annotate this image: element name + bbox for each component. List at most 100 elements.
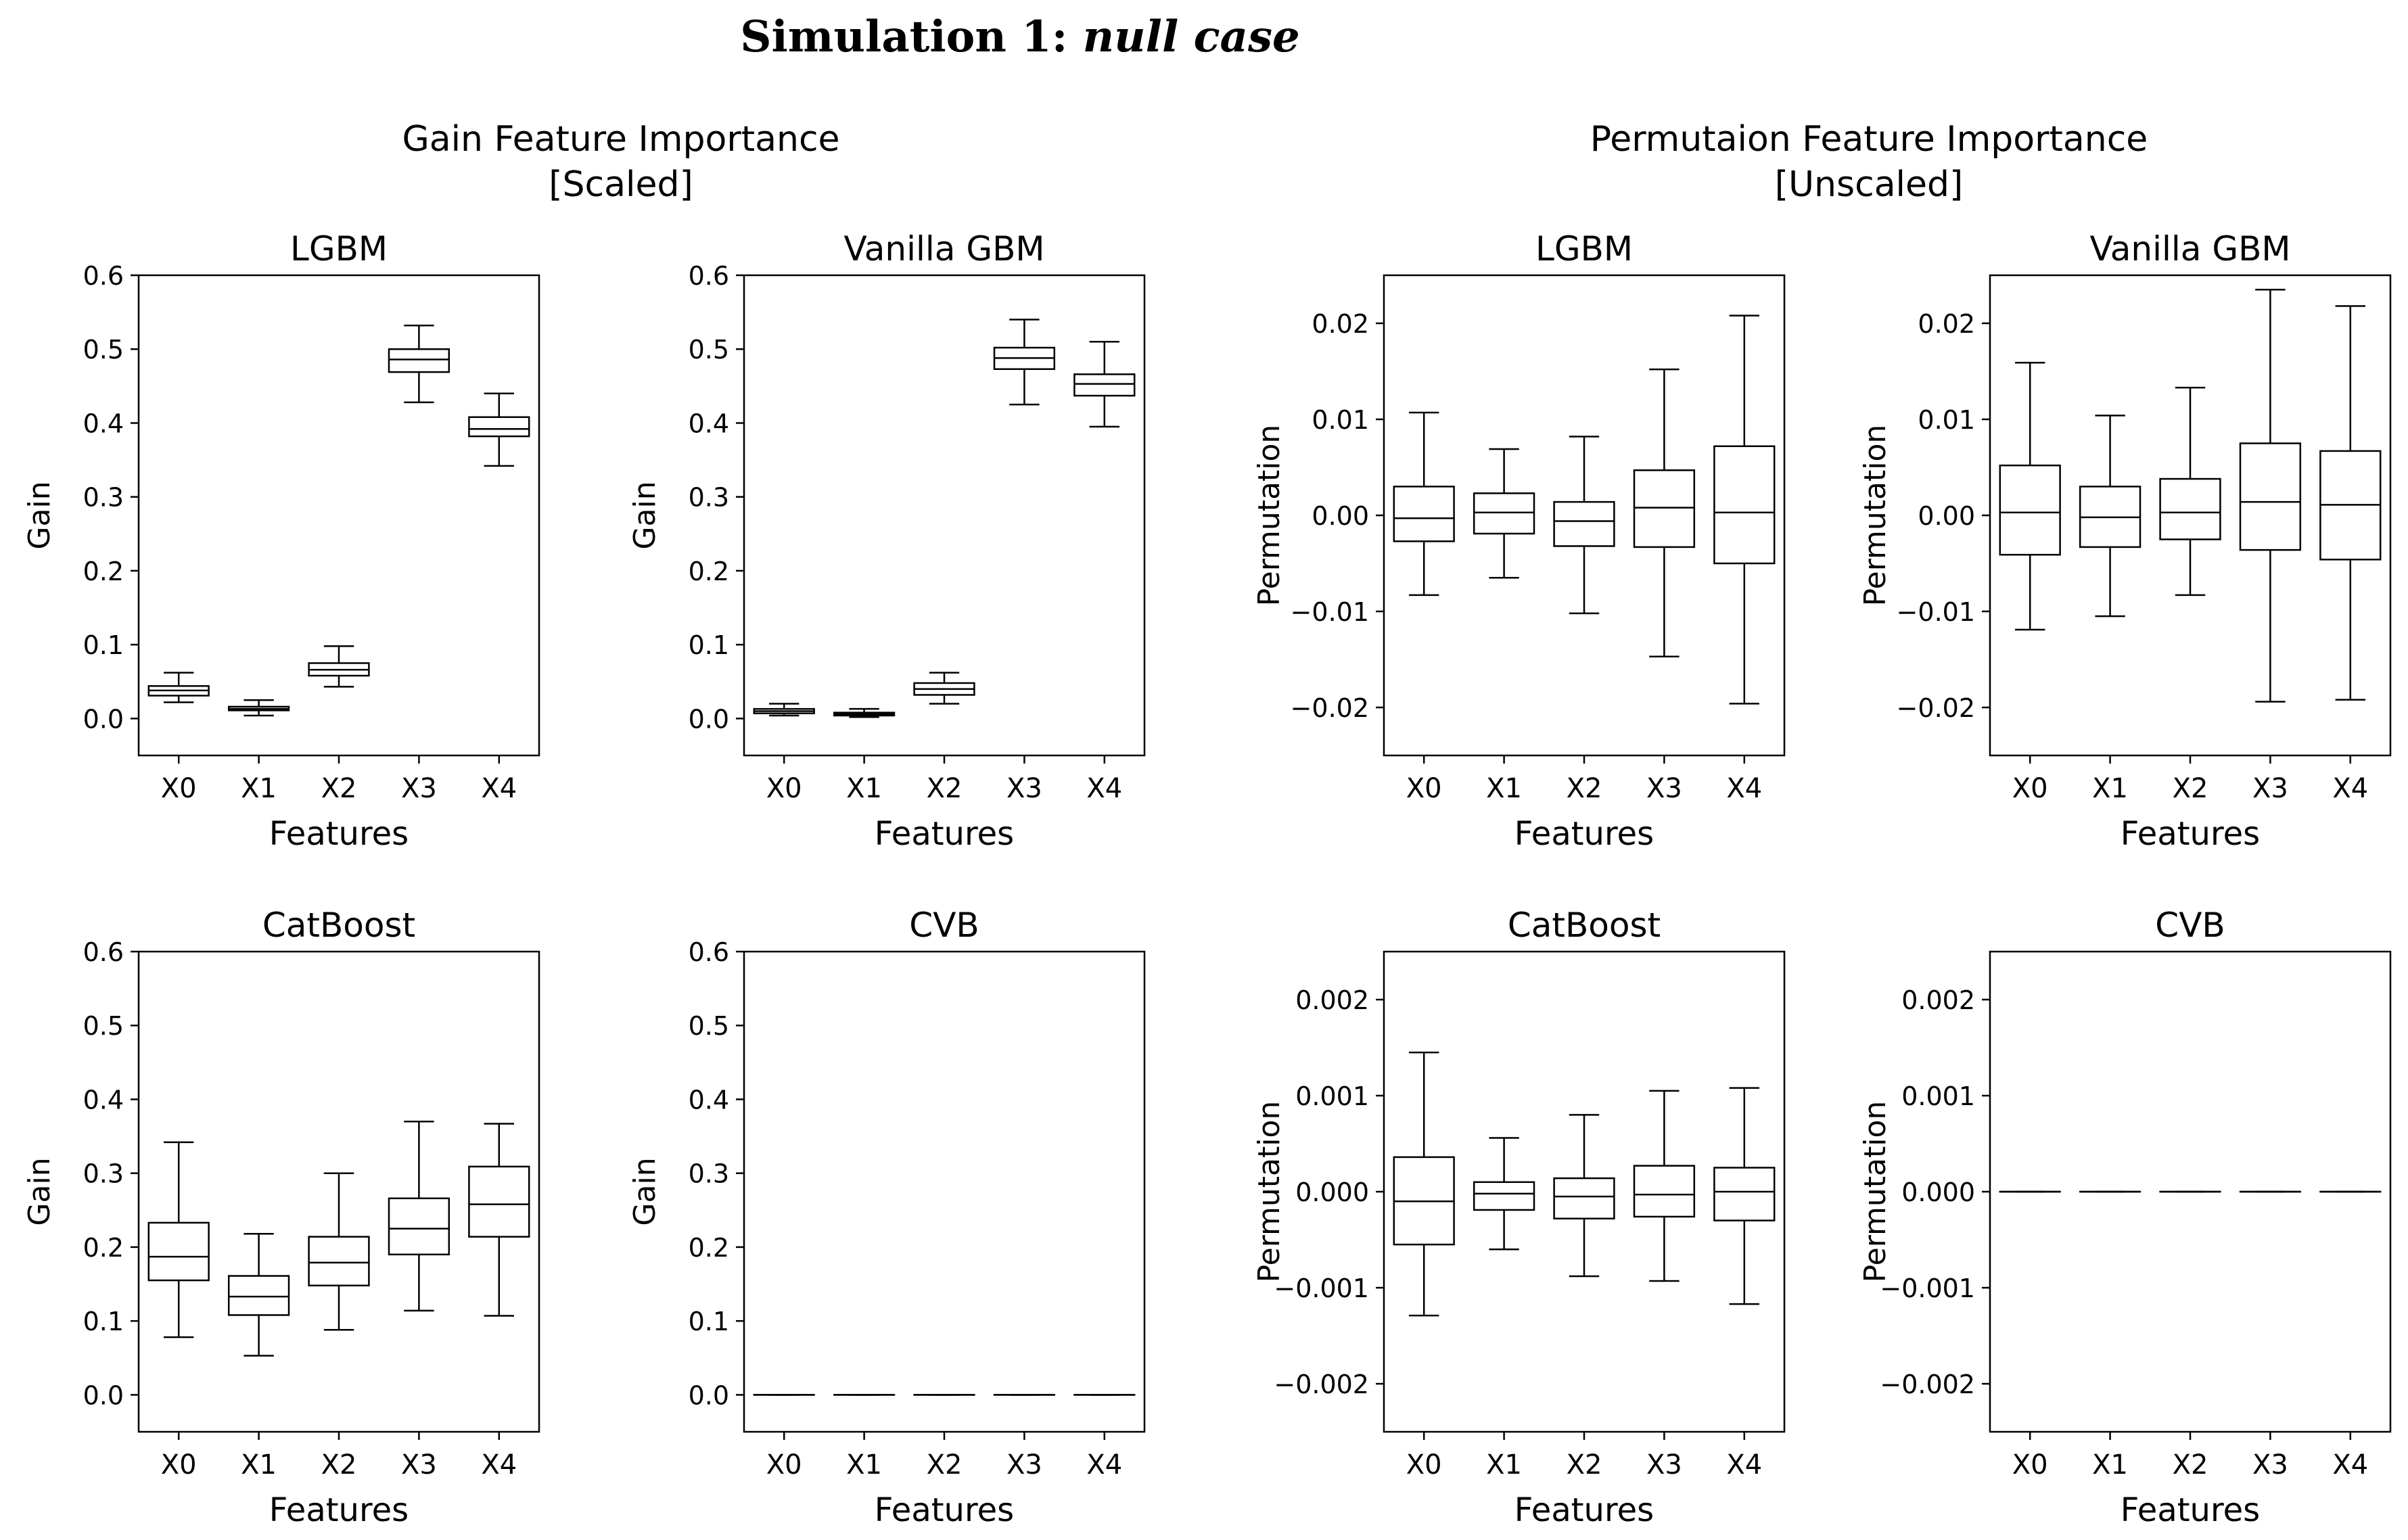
iqr-box: [1553, 500, 1615, 547]
cvb-gain-xtick-label: X0: [766, 1449, 802, 1480]
subplot-catboost-gain: CatBoost 0.0 0.1 0.2 0.3 0.4 0.5 0.6 Gain X0 X1 X2 X…: [22, 906, 540, 1529]
vanilla-gbm-gain-ytick-label: 0.3: [689, 483, 729, 513]
catboost-gain-ytick-label: 0.6: [83, 937, 124, 967]
lgbm-permutation-ytick-label: 0.01: [1312, 405, 1369, 435]
catboost-gain-box-x4: [468, 1123, 530, 1317]
catboost-gain-xlabel: Features: [269, 1491, 409, 1529]
lgbm-permutation-xtick-label: X3: [1646, 773, 1682, 804]
catboost-permutation-ytick-label: 0.001: [1295, 1081, 1369, 1111]
catboost-permutation-xlabel: Features: [1514, 1491, 1654, 1529]
cvb-gain-xlabel: Features: [875, 1491, 1014, 1529]
vanilla-gbm-gain-ylabel: Gain: [628, 481, 662, 549]
iqr-box: [227, 1275, 290, 1316]
lgbm-gain-xtick-label: X3: [401, 773, 437, 804]
vanilla-gbm-gain-ytick-label: 0.1: [689, 630, 729, 660]
catboost-permutation-box-x3: [1633, 1090, 1696, 1282]
lgbm-permutation-box-x4: [1713, 314, 1776, 705]
catboost-gain-xtick-label: X0: [161, 1449, 197, 1480]
lgbm-gain-box-x3: [388, 325, 450, 404]
iqr-box: [468, 1165, 530, 1238]
vanilla-gbm-gain-ytick-label: 0.5: [689, 335, 729, 365]
vanilla-gbm-gain-xtick-label: X4: [1086, 773, 1122, 804]
permutation-group-subtitle: [Unscaled]: [1775, 164, 1964, 205]
vanilla-gbm-gain-ytick-label: 0.0: [689, 704, 729, 734]
lgbm-permutation-box-x1: [1473, 448, 1535, 579]
vanilla-gbm-gain-xtick-label: X2: [927, 773, 963, 804]
catboost-gain-box-x0: [147, 1141, 210, 1338]
catboost-permutation-ytick-label: 0.002: [1295, 985, 1369, 1015]
lgbm-gain-box-x0: [147, 672, 210, 703]
vanilla-gbm-permutation-ytick-label: −0.02: [1897, 693, 1975, 723]
iqr-box: [1633, 469, 1696, 549]
lgbm-permutation-xtick-label: X0: [1406, 773, 1442, 804]
cvb-gain-ytick-label: 0.3: [689, 1159, 729, 1189]
lgbm-permutation-box-x2: [1553, 436, 1615, 615]
lgbm-gain-box-x2: [308, 645, 370, 688]
iqr-box: [1999, 464, 2061, 556]
catboost-gain-title: CatBoost: [262, 906, 415, 945]
lgbm-permutation-ytick-label: 0.02: [1312, 309, 1369, 339]
cvb-permutation-ytick-label: −0.002: [1880, 1370, 1975, 1399]
lgbm-gain-ytick-label: 0.2: [83, 557, 124, 586]
lgbm-permutation-xtick-label: X2: [1567, 773, 1602, 804]
lgbm-gain-ytick-label: 0.6: [83, 261, 124, 291]
cvb-permutation-title: CVB: [2155, 906, 2225, 945]
gain-group-subtitle: [Scaled]: [549, 164, 693, 205]
iqr-box: [1633, 1165, 1696, 1218]
vanilla-gbm-gain-box-x4: [1073, 341, 1136, 428]
vanilla-gbm-permutation-xtick-label: X4: [2332, 773, 2368, 804]
catboost-permutation-ytick-label: −0.001: [1274, 1274, 1369, 1303]
catboost-gain-ytick-label: 0.2: [83, 1233, 124, 1263]
subplot-cvb-permutation: CVB −0.002 −0.001 0.000 0.001 0.002 Permutatio…: [1858, 906, 2392, 1529]
catboost-gain-ytick-label: 0.4: [83, 1085, 124, 1115]
vanilla-gbm-permutation-box-x4: [2319, 305, 2382, 701]
catboost-permutation-xtick-label: X1: [1486, 1449, 1522, 1480]
vanilla-gbm-gain-box-x2: [913, 672, 975, 705]
subplot-vanilla-gbm-gain: Vanilla GBM 0.0 0.1 0.2 0.3 0.4 0.5 0.6 Gain X0 X1…: [628, 229, 1146, 853]
vanilla-gbm-gain-xtick-label: X3: [1006, 773, 1042, 804]
catboost-permutation-box-x4: [1713, 1087, 1776, 1305]
cvb-permutation-ytick-label: 0.002: [1901, 985, 1975, 1015]
iqr-box: [1393, 486, 1455, 542]
permutation-group-title: Permutaion Feature Importance: [1590, 119, 2148, 160]
lgbm-permutation-ytick-label: 0.00: [1312, 501, 1369, 531]
lgbm-gain-ytick-label: 0.0: [83, 704, 124, 734]
cvb-permutation-xtick-label: X0: [2012, 1449, 2048, 1480]
subplot-lgbm-gain: LGBM 0.0 0.1 0.2 0.3 0.4 0.5 0.6 Gain X0 X1 X2 X3 X4 F…: [22, 229, 540, 853]
vanilla-gbm-permutation-xtick-label: X1: [2092, 773, 2128, 804]
figure-title: Simulation 1: null case: [740, 11, 1300, 62]
cvb-gain-xtick-label: X4: [1086, 1449, 1122, 1480]
vanilla-gbm-permutation-box-x2: [2159, 386, 2221, 597]
vanilla-gbm-permutation-box-x0: [1999, 361, 2061, 631]
lgbm-gain-xtick-label: X1: [241, 773, 277, 804]
iqr-box: [2239, 442, 2302, 551]
vanilla-gbm-gain-xtick-label: X0: [766, 773, 802, 804]
catboost-permutation-box-x0: [1393, 1051, 1455, 1317]
lgbm-gain-title: LGBM: [290, 229, 388, 269]
vanilla-gbm-permutation-xtick-label: X2: [2173, 773, 2208, 804]
subplot-lgbm-permutation: LGBM −0.02 −0.01 0.00 0.01 0.02 Permutation X0 X…: [1252, 229, 1786, 853]
catboost-gain-xtick-label: X1: [241, 1449, 277, 1480]
iqr-box: [1713, 445, 1776, 565]
vanilla-gbm-permutation-ytick-label: 0.01: [1918, 405, 1975, 435]
catboost-gain-xtick-label: X4: [481, 1449, 517, 1480]
iqr-box: [1073, 373, 1136, 397]
lgbm-permutation-xtick-label: X1: [1486, 773, 1522, 804]
lgbm-permutation-box-x3: [1633, 368, 1696, 657]
cvb-gain-title: CVB: [909, 906, 979, 945]
cvb-permutation-xtick-label: X1: [2092, 1449, 2128, 1480]
catboost-gain-box-x1: [227, 1233, 290, 1357]
catboost-permutation-box-x1: [1473, 1137, 1535, 1251]
vanilla-gbm-permutation-xlabel: Features: [2121, 815, 2260, 853]
catboost-permutation-xtick-label: X2: [1567, 1449, 1602, 1480]
lgbm-permutation-box-x0: [1393, 411, 1455, 597]
lgbm-permutation-ytick-label: −0.02: [1291, 693, 1369, 723]
iqr-box: [308, 1236, 370, 1286]
lgbm-gain-box-x4: [468, 392, 530, 467]
lgbm-gain-xtick-label: X0: [161, 773, 197, 804]
subplot-vanilla-gbm-permutation: Vanilla GBM −0.02 −0.01 0.00 0.01 0.02 Permuta…: [1858, 229, 2392, 853]
vanilla-gbm-permutation-box-x1: [2079, 415, 2141, 617]
cvb-gain-xtick-label: X3: [1006, 1449, 1042, 1480]
catboost-gain-xtick-label: X2: [321, 1449, 357, 1480]
